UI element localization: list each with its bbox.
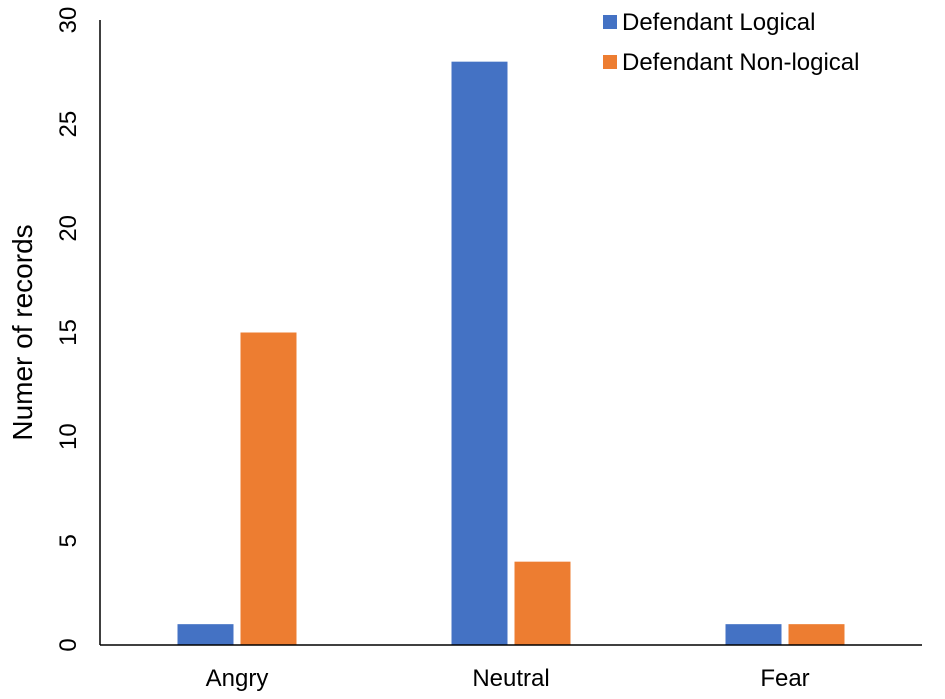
- x-category-label: Fear: [760, 665, 809, 692]
- x-axis-category-labels: Angry Neutral Fear: [206, 665, 810, 692]
- x-category-label: Neutral: [472, 665, 549, 692]
- legend-swatch: [603, 55, 617, 69]
- bar-defendant-logical-fear: [725, 624, 782, 645]
- bar-defendant-non-logical-neutral: [514, 561, 571, 645]
- legend-label: Defendant Non-logical: [622, 49, 859, 76]
- legend-label: Defendant Logical: [622, 9, 815, 36]
- y-tick-label: 20: [55, 215, 82, 242]
- legend-swatch: [603, 15, 617, 29]
- y-tick-label: 15: [55, 319, 82, 346]
- y-tick-label: 0: [55, 638, 82, 651]
- x-category-label: Angry: [206, 665, 269, 692]
- bar-defendant-logical-angry: [177, 624, 234, 645]
- legend: Defendant Logical Defendant Non-logical: [603, 9, 859, 76]
- bar-defendant-non-logical-fear: [788, 624, 845, 645]
- y-tick-label: 10: [55, 423, 82, 450]
- y-axis-ticks: 0 5 10 15 20 25 30: [55, 7, 82, 652]
- bars-group: [177, 61, 845, 645]
- y-tick-label: 30: [55, 7, 82, 34]
- y-tick-label: 5: [55, 534, 82, 547]
- bar-defendant-non-logical-angry: [240, 332, 297, 645]
- y-tick-label: 25: [55, 111, 82, 138]
- bar-defendant-logical-neutral: [451, 61, 508, 645]
- y-axis-title: Numer of records: [7, 224, 38, 440]
